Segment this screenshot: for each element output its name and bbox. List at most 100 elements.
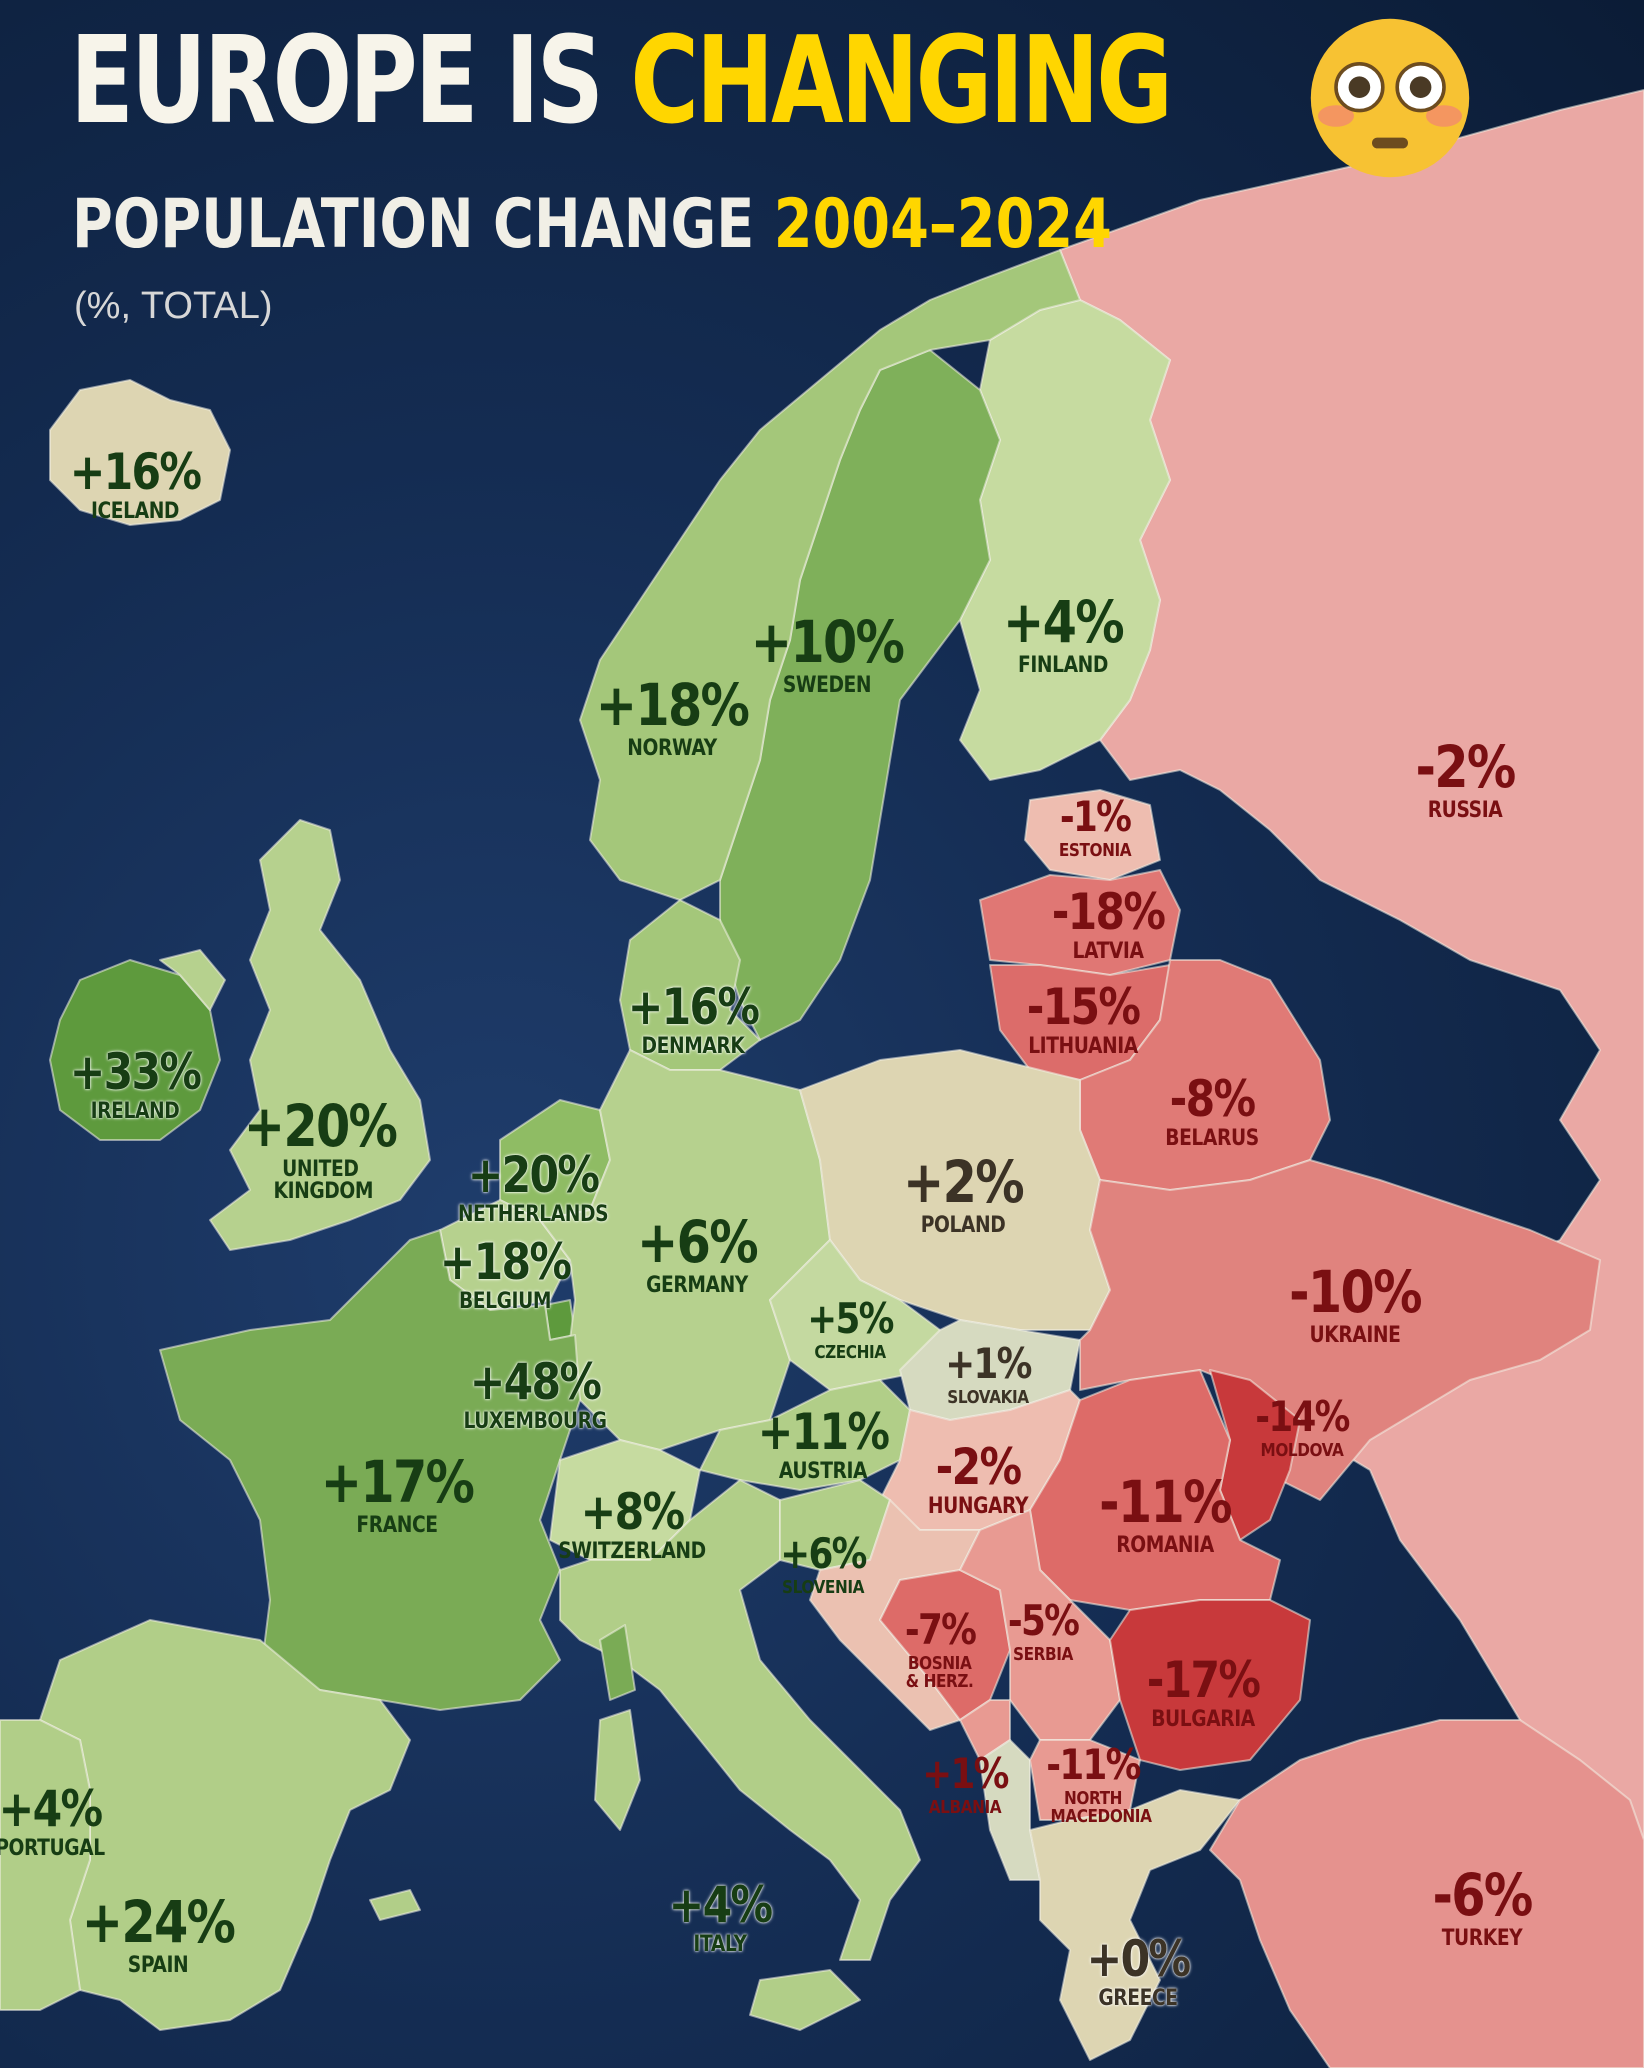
- label-moldova: -14% MOLDOVA: [1247, 1396, 1357, 1460]
- country-romania[interactable]: [1029, 1369, 1281, 1611]
- label-bosnia-change: -7%: [904, 1605, 977, 1654]
- label-norway-change: +18%: [595, 671, 750, 739]
- label-finland-change: +4%: [1003, 588, 1125, 656]
- label-albania-change: +1%: [922, 1749, 1009, 1798]
- country-ireland[interactable]: [49, 959, 221, 1141]
- label-italy-change: +4%: [668, 1876, 773, 1934]
- country-greece[interactable]: [1029, 1789, 1241, 2061]
- country-bulgaria[interactable]: [1109, 1599, 1311, 1771]
- label-slovenia: +6% SLOVENIA: [773, 1533, 874, 1597]
- label-bulgaria-change: -17%: [1146, 1651, 1261, 1709]
- label-hungary: -2% HUNGARY: [919, 1442, 1037, 1518]
- label-romania: -11% ROMANIA: [1088, 1473, 1243, 1557]
- label-netherlands: +20% NETHERLANDS: [445, 1150, 622, 1226]
- title-part1: EUROPE IS: [70, 12, 631, 151]
- country-north-macedonia[interactable]: [1029, 1739, 1141, 1821]
- label-switzerland: +8% SWITZERLAND: [545, 1487, 718, 1563]
- subtitle-part1: POPULATION CHANGE: [72, 185, 774, 264]
- label-bulgaria-name: BULGARIA: [1151, 1707, 1255, 1732]
- country-latvia[interactable]: [979, 869, 1181, 976]
- label-ukraine-name: UKRAINE: [1309, 1323, 1401, 1348]
- country-denmark[interactable]: [619, 899, 761, 1071]
- country-united-kingdom[interactable]: [209, 819, 431, 1251]
- label-sweden-name: SWEDEN: [782, 673, 872, 698]
- label-netherlands-change: +20%: [467, 1146, 600, 1204]
- label-luxembourg: +48% LUXEMBOURG: [451, 1357, 619, 1433]
- island-sardinia: [594, 1709, 641, 1831]
- label-france-change: +17%: [320, 1448, 475, 1516]
- label-slovakia: +1% SLOVAKIA: [938, 1343, 1039, 1407]
- label-romania-name: ROMANIA: [1116, 1533, 1214, 1558]
- label-romania-change: -11%: [1099, 1468, 1232, 1536]
- label-sweden-change: +10%: [750, 608, 905, 676]
- label-albania: +1% ALBANIA: [915, 1753, 1016, 1817]
- label-slovakia-name: SLOVAKIA: [947, 1387, 1029, 1408]
- label-ukraine: -10% UKRAINE: [1278, 1263, 1433, 1347]
- label-austria-name: AUSTRIA: [778, 1459, 868, 1484]
- label-czechia: +5% CZECHIA: [800, 1298, 901, 1362]
- label-czechia-change: +5%: [807, 1294, 894, 1343]
- country-portugal[interactable]: [0, 1719, 91, 2011]
- label-belarus-change: -8%: [1169, 1070, 1256, 1128]
- label-greece: +0% GREECE: [1078, 1934, 1199, 2010]
- label-greece-change: +0%: [1086, 1930, 1191, 1988]
- label-russia: -2% RUSSIA: [1407, 738, 1524, 822]
- label-hungary-change: -2%: [935, 1438, 1022, 1496]
- country-italy[interactable]: [559, 1479, 921, 1961]
- label-italy: +4% ITALY: [660, 1880, 781, 1956]
- title-highlight: CHANGING: [630, 12, 1173, 151]
- label-belarus-name: BELARUS: [1165, 1126, 1259, 1151]
- label-iceland-change: +16%: [69, 443, 202, 501]
- country-iceland[interactable]: [49, 379, 231, 526]
- label-ireland-name: IRELAND: [90, 1099, 180, 1124]
- label-spain-name: SPAIN: [127, 1953, 189, 1978]
- label-estonia-change: -1%: [1059, 792, 1132, 841]
- page-title: EUROPE IS CHANGING: [70, 12, 1173, 152]
- label-greece-name: GREECE: [1098, 1986, 1178, 2011]
- label-lithuania: -15% LITHUANIA: [1017, 982, 1149, 1058]
- label-france-name: FRANCE: [356, 1513, 438, 1538]
- country-norway[interactable]: [579, 249, 1081, 901]
- label-bosnia-name: BOSNIA & HERZ.: [906, 1653, 974, 1692]
- label-ireland-change: +33%: [69, 1043, 202, 1101]
- label-germany-name: GERMANY: [646, 1273, 748, 1298]
- label-france: +17% FRANCE: [307, 1453, 486, 1537]
- label-belgium: +18% BELGIUM: [428, 1237, 582, 1313]
- label-united-kingdom-name: UNITED KINGDOM: [273, 1157, 373, 1204]
- country-turkey[interactable]: [1209, 1719, 1644, 2068]
- label-slovakia-change: +1%: [945, 1339, 1032, 1388]
- country-estonia[interactable]: [1024, 789, 1161, 881]
- label-germany-change: +6%: [637, 1208, 759, 1276]
- label-italy-name: ITALY: [693, 1932, 747, 1957]
- label-netherlands-name: NETHERLANDS: [457, 1202, 609, 1227]
- country-montenegro: [959, 1699, 1011, 1761]
- label-austria: +11% AUSTRIA: [746, 1407, 900, 1483]
- label-portugal: +4% PORTUGAL: [0, 1784, 114, 1860]
- label-poland: +2% POLAND: [892, 1153, 1033, 1237]
- label-estonia: -1% ESTONIA: [1052, 796, 1137, 860]
- label-serbia-name: SERBIA: [1013, 1644, 1073, 1665]
- label-norway-name: NORWAY: [627, 736, 717, 761]
- country-ukraine[interactable]: [1079, 1159, 1601, 1501]
- label-austria-change: +11%: [757, 1403, 890, 1461]
- label-germany: +6% GERMANY: [626, 1213, 767, 1297]
- label-bulgaria: -17% BULGARIA: [1137, 1655, 1269, 1731]
- country-france[interactable]: [159, 1229, 581, 1711]
- label-latvia-change: -18%: [1051, 883, 1166, 941]
- label-serbia: -5% SERBIA: [1002, 1600, 1085, 1664]
- island-sicily: [749, 1969, 861, 2031]
- label-spain: +24% SPAIN: [68, 1893, 247, 1977]
- label-norway: +18% NORWAY: [582, 676, 761, 760]
- label-switzerland-change: +8%: [580, 1483, 685, 1541]
- subtitle-highlight: 2004–2024: [773, 185, 1112, 264]
- label-latvia: -18% LATVIA: [1042, 887, 1174, 963]
- units-note: (%, TOTAL): [74, 285, 273, 327]
- label-ireland: +33% IRELAND: [58, 1047, 212, 1123]
- label-belgium-change: +18%: [439, 1233, 572, 1291]
- label-portugal-name: PORTUGAL: [0, 1836, 105, 1861]
- label-turkey-name: TURKEY: [1441, 1926, 1523, 1951]
- label-iceland: +16% ICELAND: [58, 447, 212, 523]
- label-luxembourg-change: +48%: [469, 1353, 602, 1411]
